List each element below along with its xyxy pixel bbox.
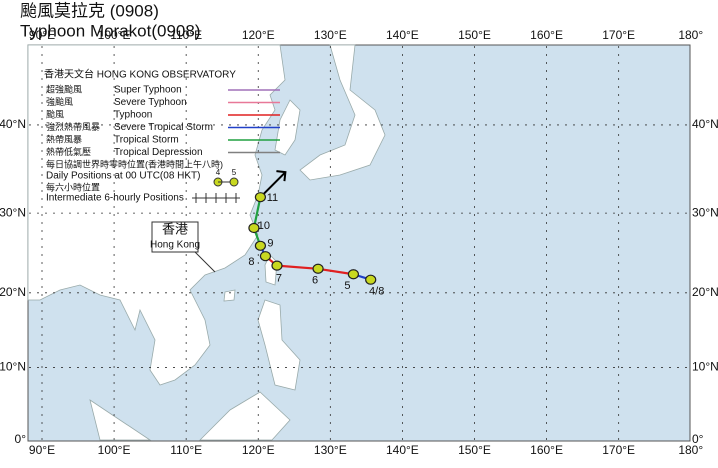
lon-label-top: 150°E — [458, 28, 491, 42]
lon-label-bottom: 130°E — [314, 443, 347, 457]
lat-label-left: 0° — [15, 432, 27, 446]
title-en: Typhoon Morakot(0908) — [20, 21, 201, 40]
lon-label-bottom: 180° — [678, 443, 703, 457]
lon-label-top: 170°E — [602, 28, 635, 42]
legend-cn: 熱帶低氣壓 — [46, 146, 91, 157]
legend-daily-cn: 每日協調世界時零時位置(香港時間上午八時) — [46, 158, 223, 169]
hk-label-box — [151, 221, 199, 253]
legend-daily-en: Daily Positions at 00 UTC(08 HKT) — [46, 171, 201, 182]
lon-label-top: 100°E — [98, 28, 131, 42]
track-label: 4/8 — [369, 286, 384, 298]
legend-daily-num: 5 — [232, 168, 237, 177]
legend-en: Severe Tropical Storm — [114, 122, 213, 133]
lat-label-left: 20°N — [0, 285, 26, 299]
lon-label-bottom: 140°E — [386, 443, 419, 457]
lon-label-bottom: 120°E — [242, 443, 275, 457]
track-position — [254, 192, 267, 203]
legend-en: Severe Typhoon — [114, 97, 187, 108]
hk-en: Hong Kong — [150, 240, 200, 251]
legend-daily-num: 4 — [216, 168, 221, 177]
legend-cn: 熱帶風暴 — [46, 133, 82, 144]
track-segment — [317, 267, 354, 276]
legend-en: Tropical Depression — [114, 147, 203, 158]
legend-six-en: Intermediate 6-hourly Positions — [46, 193, 184, 204]
lat-label-right: 40°N — [692, 117, 718, 131]
lat-label-left: 10°N — [0, 360, 26, 374]
lon-label-bottom: 90°E — [29, 443, 55, 457]
legend-en: Tropical Storm — [114, 135, 179, 146]
lat-label-right: 30°N — [692, 205, 718, 219]
track-position — [248, 222, 260, 234]
hk-cn: 香港 — [162, 221, 188, 236]
legend-cn: 強颱風 — [46, 96, 73, 107]
legend-cn: 超強颱風 — [46, 83, 82, 94]
track-position — [347, 269, 359, 280]
track-segment — [276, 264, 319, 270]
lon-label-top: 160°E — [530, 28, 563, 42]
track-label: 7 — [276, 273, 282, 285]
lon-label-top: 140°E — [386, 28, 419, 42]
lon-label-bottom: 160°E — [530, 443, 563, 457]
track-label: 9 — [267, 238, 273, 250]
track-arrow — [259, 171, 287, 198]
track-label: 6 — [312, 275, 318, 287]
lon-label-bottom: 110°E — [170, 443, 202, 457]
lon-label-top: 130°E — [314, 28, 347, 42]
legend-en: Super Typhoon — [114, 85, 182, 96]
legend-six-cn: 每六小時位置 — [46, 181, 100, 192]
legend-daily-symbol — [229, 177, 239, 187]
lat-label-right: 0° — [692, 432, 704, 446]
hk-pointer — [194, 251, 216, 273]
lat-label-right: 10°N — [692, 360, 718, 374]
track-position — [271, 260, 283, 271]
legend-cn: 強烈熱帶風暴 — [46, 121, 100, 132]
lat-label-right: 20°N — [692, 285, 718, 299]
lat-label-left: 30°N — [0, 205, 26, 219]
lon-label-top: 90°E — [29, 28, 55, 42]
lon-label-bottom: 150°E — [458, 443, 491, 457]
track-label: 8 — [248, 256, 254, 268]
track-segment — [252, 196, 262, 229]
lon-label-bottom: 170°E — [602, 443, 635, 457]
track-label: 10 — [258, 220, 270, 232]
lat-label-left: 40°N — [0, 117, 26, 131]
lon-label-top: 120°E — [242, 28, 275, 42]
legend-cn: 颱風 — [46, 109, 64, 119]
track-label: 5 — [344, 280, 350, 292]
track-position — [254, 240, 267, 251]
track-label: 11 — [267, 192, 278, 204]
track-position — [365, 274, 377, 285]
lon-label-top: 180° — [678, 28, 703, 42]
lon-label-bottom: 100°E — [98, 443, 131, 457]
legend-en: Typhoon — [114, 110, 152, 121]
track-position — [312, 263, 324, 274]
track-arrowhead — [276, 170, 287, 182]
lon-label-top: 110°E — [170, 28, 202, 42]
legend-header: 香港天文台 HONG KONG OBSERVATORY — [44, 68, 236, 81]
track-position — [259, 251, 272, 262]
title-cn: 颱風莫拉克 (0908) — [20, 1, 159, 20]
